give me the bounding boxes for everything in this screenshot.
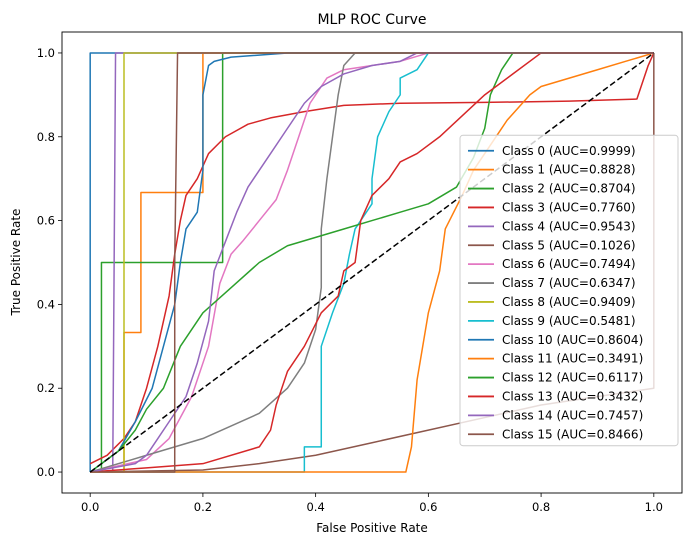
x-tick-label: 0.6 bbox=[419, 500, 437, 514]
legend-box bbox=[459, 134, 679, 447]
y-tick-label: 0.2 bbox=[37, 381, 55, 395]
x-axis-ticks: 0.0 0.2 0.4 0.6 0.8 1.0 bbox=[81, 493, 663, 514]
x-tick-label: 0.4 bbox=[306, 500, 324, 514]
y-axis-label: True Positive Rate bbox=[9, 209, 23, 317]
x-tick-label: 0.8 bbox=[532, 500, 550, 514]
y-axis-ticks: 0.0 0.2 0.4 0.6 0.8 1.0 bbox=[37, 46, 62, 479]
legend-entry-class-7: Class 7 (AUC=0.6347) bbox=[502, 276, 636, 290]
legend-entry-class-1: Class 1 (AUC=0.8828) bbox=[502, 163, 636, 177]
series-line-class-14 bbox=[90, 52, 654, 473]
legend-entry-class-9: Class 9 (AUC=0.5481) bbox=[502, 314, 636, 328]
series-layer bbox=[89, 52, 655, 473]
x-tick-label: 0.2 bbox=[194, 500, 212, 514]
series-line-class-10 bbox=[89, 52, 654, 473]
x-axis-label: False Positive Rate bbox=[316, 521, 428, 535]
x-tick-label: 0.0 bbox=[81, 500, 99, 514]
legend: Class 0 (AUC=0.9999) Class 1 (AUC=0.8828)… bbox=[459, 134, 679, 447]
y-tick-label: 0.0 bbox=[37, 465, 55, 479]
legend-entry-class-2: Class 2 (AUC=0.8704) bbox=[502, 182, 636, 196]
chart-title: MLP ROC Curve bbox=[317, 12, 426, 28]
legend-entry-class-13: Class 13 (AUC=0.3432) bbox=[502, 389, 643, 403]
legend-entry-class-8: Class 8 (AUC=0.9409) bbox=[502, 295, 636, 309]
y-tick-label: 0.8 bbox=[37, 130, 55, 144]
legend-entry-class-10: Class 10 (AUC=0.8604) bbox=[502, 333, 643, 347]
x-tick-label: 1.0 bbox=[645, 500, 663, 514]
series-line-class-13 bbox=[90, 52, 654, 473]
chance-diagonal-line bbox=[89, 52, 655, 473]
plot-frame bbox=[61, 31, 683, 494]
legend-entry-class-3: Class 3 (AUC=0.7760) bbox=[502, 200, 636, 214]
legend-entry-class-15: Class 15 (AUC=0.8466) bbox=[502, 427, 643, 441]
series-line-class-12 bbox=[89, 52, 654, 473]
series-line-class-9 bbox=[90, 52, 654, 473]
series-line-class-3 bbox=[89, 52, 655, 465]
legend-entry-class-12: Class 12 (AUC=0.6117) bbox=[502, 371, 643, 385]
series-line-class-15 bbox=[90, 52, 654, 473]
legend-entry-class-14: Class 14 (AUC=0.7457) bbox=[502, 408, 643, 422]
legend-entry-class-0: Class 0 (AUC=0.9999) bbox=[502, 144, 636, 158]
legend-entry-class-11: Class 11 (AUC=0.3491) bbox=[502, 352, 643, 366]
legend-entry-class-5: Class 5 (AUC=0.1026) bbox=[502, 238, 636, 252]
legend-entry-class-6: Class 6 (AUC=0.7494) bbox=[502, 257, 636, 271]
y-tick-label: 1.0 bbox=[37, 46, 55, 60]
y-tick-label: 0.6 bbox=[37, 214, 55, 228]
y-tick-label: 0.4 bbox=[37, 297, 55, 311]
legend-entry-class-4: Class 4 (AUC=0.9543) bbox=[502, 219, 636, 233]
